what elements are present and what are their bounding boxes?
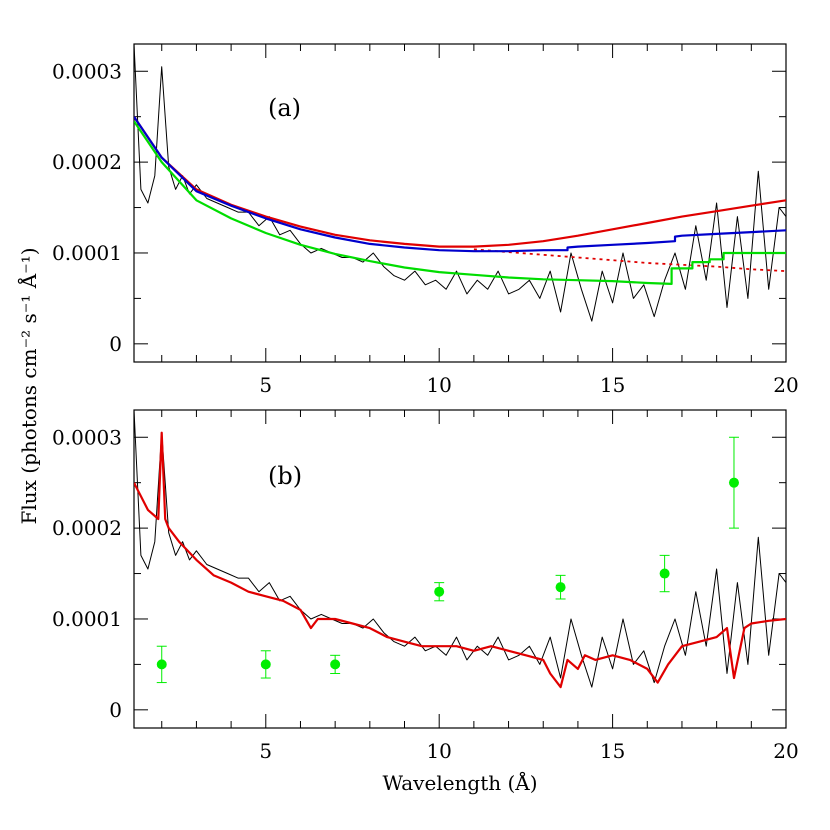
x-tick-label: 10 [426,373,451,397]
y-tick-label: 0.0001 [52,241,122,265]
panel-a: (a) 5 10 15 20 0 0.0001 0.0002 0.0003 [52,43,799,397]
panel-a-series [134,44,786,322]
panel-b-series [134,410,786,689]
panel-a-frame [133,43,787,363]
data-point [659,568,670,579]
data-point [555,582,566,593]
panel-a-series-line-2 [473,248,786,272]
y-tick-label: 0.0002 [52,516,122,540]
panel-a-series-line-0 [134,44,786,322]
panel-a-series-line-1 [134,116,786,248]
x-tick-label: 5 [259,373,272,397]
data-point [330,659,341,670]
panel-b: (b) 5 10 15 20 0 0.0001 0.0002 0.0003 [52,409,799,763]
panel-b-ticks: 5 10 15 20 0 0.0001 0.0002 0.0003 [52,410,799,763]
x-tick-label: 10 [426,739,451,763]
panel-a-series-line-3 [134,116,786,253]
panel-b-series-line-1 [134,431,786,689]
panel-a-ticks: 5 10 15 20 0 0.0001 0.0002 0.0003 [52,44,799,397]
data-point [434,586,445,597]
y-axis-label: Flux (photons cm⁻² s⁻¹ Å⁻¹) [16,247,41,524]
panel-b-label: (b) [268,462,302,490]
x-tick-label: 20 [773,373,798,397]
y-tick-label: 0.0003 [52,425,122,449]
x-tick-label: 15 [600,739,625,763]
panel-b-series-line-0 [134,410,786,688]
data-point [260,659,271,670]
data-point [728,477,739,488]
panel-a-series-line-4 [134,120,786,285]
panel-b-frame [133,409,787,729]
y-tick-label: 0.0001 [52,607,122,631]
x-tick-label: 5 [259,739,272,763]
y-tick-label: 0.0003 [52,59,122,83]
y-tick-label: 0 [109,332,122,356]
panel-a-label: (a) [268,94,301,122]
x-axis-label: Wavelength (Å) [382,770,537,795]
y-tick-label: 0 [109,698,122,722]
x-tick-label: 20 [773,739,798,763]
x-tick-label: 15 [600,373,625,397]
data-point [156,659,167,670]
y-tick-label: 0.0002 [52,150,122,174]
